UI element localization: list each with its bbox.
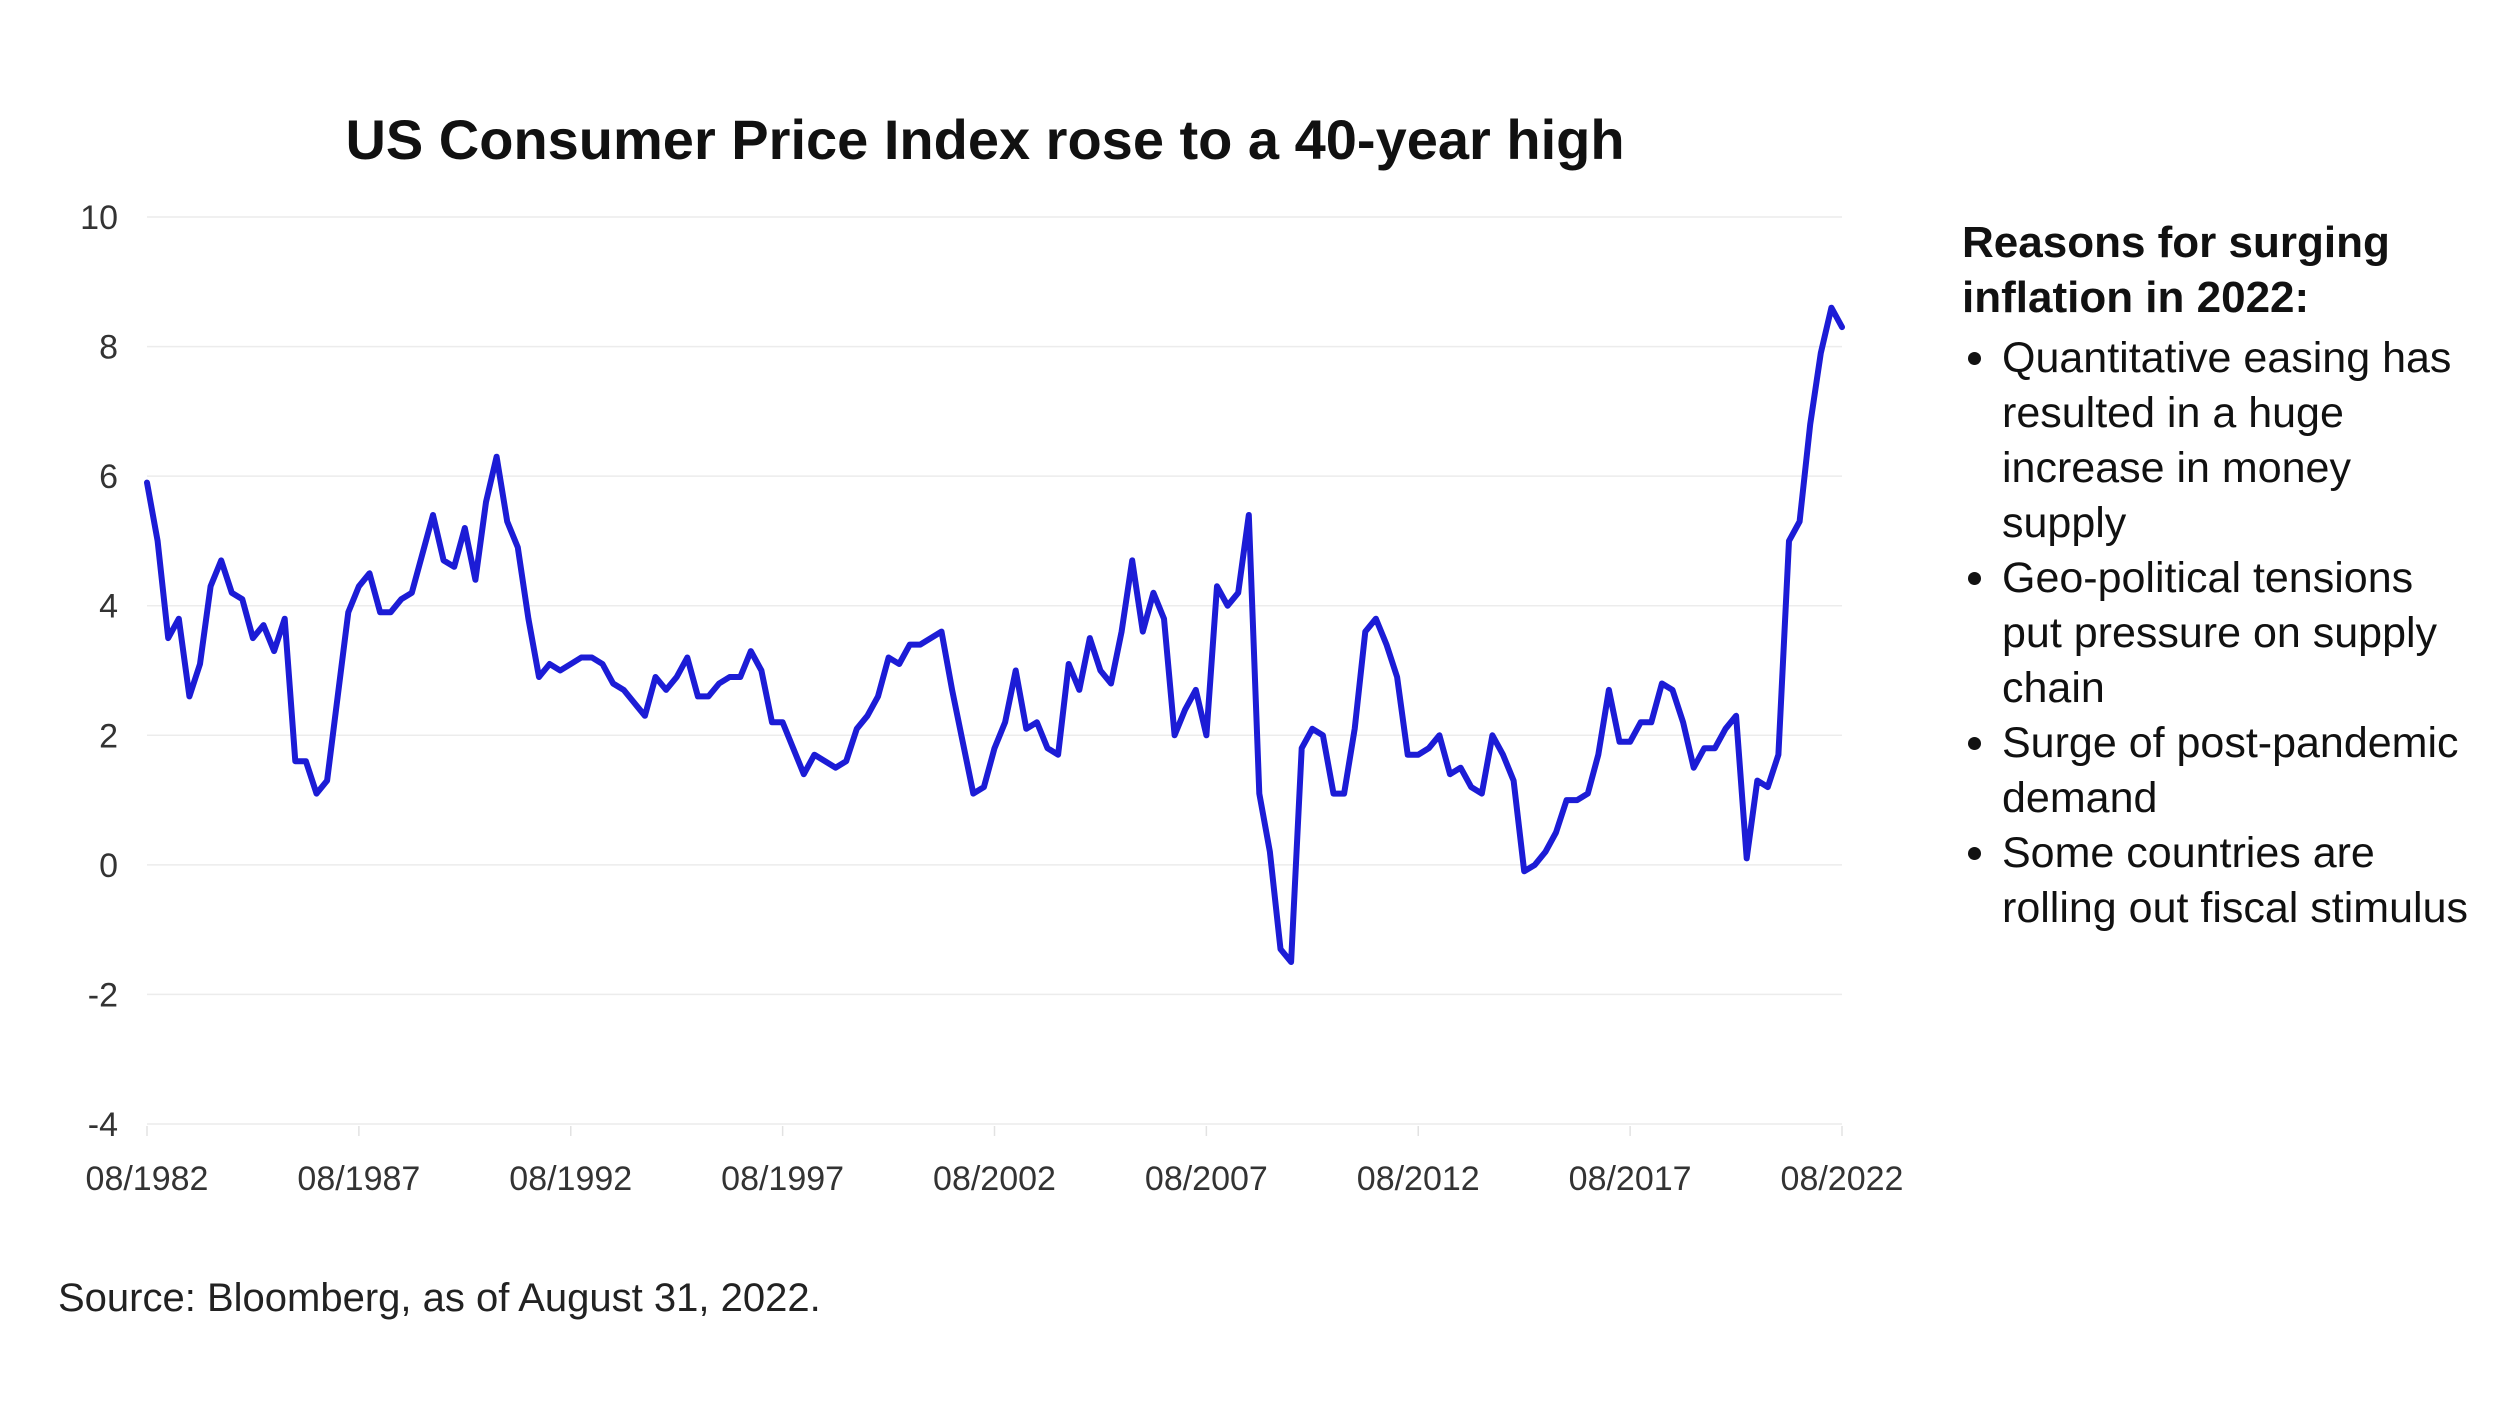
y-tick-label: -4 bbox=[88, 1106, 118, 1144]
gridlines bbox=[147, 216, 1842, 1125]
x-tick-label: 08/2007 bbox=[1145, 1160, 1268, 1198]
y-tick-label: -2 bbox=[88, 976, 118, 1014]
series-layer bbox=[144, 304, 1845, 965]
y-tick-label: 8 bbox=[99, 329, 118, 367]
x-tick-label: 08/1992 bbox=[509, 1160, 632, 1198]
x-tick-label: 08/1987 bbox=[297, 1160, 420, 1198]
reason-item-post-pandemic-demand: Surge of post-pandemic demand bbox=[1962, 716, 2472, 826]
y-tick-label: 4 bbox=[99, 588, 118, 626]
reason-text: Quantitative easing has resulted in a hu… bbox=[2002, 334, 2452, 547]
bullet-icon bbox=[1968, 737, 1981, 750]
x-tick-label: 08/2017 bbox=[1569, 1160, 1692, 1198]
reason-text: Geo-political tensions put pressure on s… bbox=[2002, 554, 2438, 712]
y-axis-tick-labels: 10 8 6 4 2 0 -2 -4 bbox=[80, 199, 118, 1144]
x-tick-label: 08/1997 bbox=[721, 1160, 844, 1198]
reasons-heading: Reasons for surging inflation in 2022: bbox=[1962, 218, 2390, 322]
x-axis-tick-labels: 08/1982 08/1987 08/1992 08/1997 08/2002 08/20… bbox=[86, 1126, 1904, 1198]
reason-item-fiscal-stimulus: Some countries are rolling out fiscal st… bbox=[1962, 826, 2472, 936]
bullet-icon bbox=[1968, 847, 1981, 860]
reason-text: Surge of post-pandemic demand bbox=[2002, 719, 2459, 822]
cpi-series-line bbox=[144, 304, 1845, 965]
chart-title: US Consumer Price Index rose to a 40-yea… bbox=[345, 108, 1625, 171]
bullet-icon bbox=[1968, 352, 1981, 365]
y-tick-label: 2 bbox=[99, 717, 118, 755]
reason-text: Some countries are rolling out fiscal st… bbox=[2002, 829, 2469, 932]
reason-item-geo-political: Geo-political tensions put pressure on s… bbox=[1962, 551, 2472, 716]
x-tick-label: 08/1982 bbox=[86, 1160, 209, 1198]
reasons-list: Quantitative easing has resulted in a hu… bbox=[1962, 331, 2472, 936]
bullet-icon bbox=[1968, 572, 1981, 585]
y-tick-label: 0 bbox=[99, 847, 118, 885]
y-tick-label: 6 bbox=[99, 458, 118, 496]
y-tick-label: 10 bbox=[80, 199, 118, 237]
x-tick-label: 08/2002 bbox=[933, 1160, 1056, 1198]
x-tick-label: 08/2022 bbox=[1781, 1160, 1904, 1198]
inflation-reasons-panel: Reasons for surging inflation in 2022: Q… bbox=[1962, 215, 2472, 936]
source-note: Source: Bloomberg, as of August 31, 2022… bbox=[58, 1276, 821, 1320]
reason-item-quantitative-easing: Quantitative easing has resulted in a hu… bbox=[1962, 331, 2472, 551]
x-tick-label: 08/2012 bbox=[1357, 1160, 1480, 1198]
